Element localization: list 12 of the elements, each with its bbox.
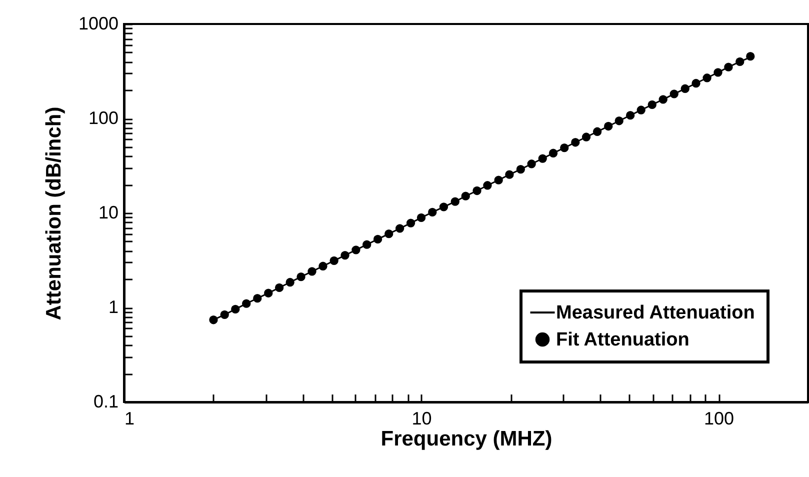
x-tick-label: 100: [704, 408, 734, 428]
legend-label: Fit Attenuation: [556, 330, 690, 350]
y-tick-label: 1000: [78, 14, 118, 34]
x-tick-label: 10: [412, 408, 432, 428]
y-axis-title: Attenuation (dB/inch): [42, 106, 66, 320]
legend-label: Measured Attenuation: [556, 302, 755, 324]
x-tick-label: 1: [124, 408, 135, 428]
y-tick-label: 10: [98, 202, 118, 222]
y-tick-label: 0.1: [93, 392, 118, 412]
x-axis-title: Frequency (MHZ): [380, 428, 552, 450]
y-tick-label: 1: [108, 297, 118, 317]
y-tick-label: 100: [88, 108, 118, 128]
